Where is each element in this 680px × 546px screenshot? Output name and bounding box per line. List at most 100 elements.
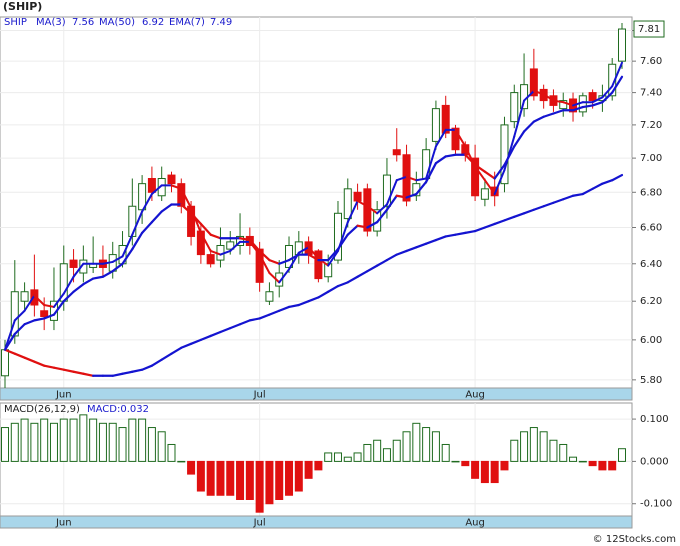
candle-body [343,188,352,220]
indicator-line [229,323,242,330]
candle-body [255,248,264,283]
indicator-line [405,175,418,182]
indicator-line [82,277,95,286]
indicator-line [170,346,183,355]
macd-title: MACD(26,12,9) [4,404,80,415]
candle-body [40,310,49,318]
indicator-line [307,246,320,260]
indicator-line [356,199,369,208]
indicator-line [523,90,535,102]
indicator-line [473,226,486,233]
macd-bar [402,431,411,462]
macd-bar [236,460,245,500]
indicator-line [3,348,16,355]
indicator-line [219,249,232,256]
indicator-line [532,90,545,96]
candle-body [588,92,597,102]
indicator-line [336,281,349,288]
indicator-line [581,104,594,109]
macd-bar [422,427,431,462]
indicator-line [62,290,75,303]
candle-body [480,188,489,200]
y-tick-label: 6.40 [640,259,662,270]
candle-body [20,291,29,302]
x-axis-strip [0,515,633,529]
indicator-line [503,215,516,222]
macd-bar [588,460,597,467]
macd-bar [118,427,127,462]
indicator-line [601,179,614,185]
indicator-line [13,309,26,322]
indicator-line [72,262,85,278]
indicator-line [43,313,56,320]
macd-bar [382,448,391,462]
x-tick-label: Aug [465,518,485,529]
y-tick-label: 6.20 [640,296,662,307]
indicator-line [317,290,330,299]
candle-body [618,28,626,62]
indicator-line [503,135,516,171]
legend-value: 7.56 [72,17,94,28]
candle-body [147,178,156,193]
macd-bar [471,460,480,479]
macd-bar [333,452,342,462]
y-tick-label: -0.100 [640,499,672,510]
indicator-line [503,145,516,166]
indicator-line [278,305,291,312]
macd-bar [549,439,558,462]
indicator-line [385,253,398,262]
candle-body [471,157,480,197]
macd-bar [187,460,196,475]
x-tick-label: Aug [465,390,485,401]
indicator-line [238,319,251,326]
indicator-line [23,319,36,326]
macd-bar [480,460,489,484]
macd-bar [392,439,401,462]
x-tick-label: Jun [55,518,72,529]
indicator-line [425,162,438,184]
indicator-line [248,240,261,256]
indicator-line [4,319,16,351]
macd-bar [196,460,205,492]
candle-body [422,149,431,180]
indicator-line [425,238,438,245]
y-tick-label: 0.000 [640,456,669,467]
macd-bar [500,460,509,471]
macd-bar [128,418,137,462]
indicator-line [101,260,114,265]
indicator-line [346,224,359,236]
x-axis-strip [0,387,633,401]
x-tick-label: Jul [253,390,266,401]
indicator-line [542,201,555,208]
candle-body [206,254,215,265]
macd-bar [69,418,78,462]
indicator-line [150,210,163,224]
macd-bar [343,456,352,462]
candle-body [30,289,39,306]
candle-body [226,241,235,250]
indicator-line [483,222,496,229]
candle-body [363,188,372,232]
indicator-line [13,352,26,359]
candle-body [500,124,509,185]
indicator-line [532,205,545,211]
indicator-line [327,249,339,267]
candle-body [69,259,78,268]
indicator-line [189,212,202,226]
candle-body [431,108,440,142]
macd-bar [578,460,587,463]
indicator-line [405,192,418,199]
indicator-line [258,249,271,262]
indicator-line [493,219,506,226]
macd-bar [461,460,470,467]
indicator-line [268,272,281,284]
indicator-line [454,128,467,148]
indicator-line [464,229,477,234]
indicator-line [278,268,291,284]
macd-bar [324,452,333,462]
indicator-line [209,249,222,256]
indicator-line [591,182,604,190]
legend-label: MA(3) [36,17,66,28]
macd-bar [245,460,254,500]
